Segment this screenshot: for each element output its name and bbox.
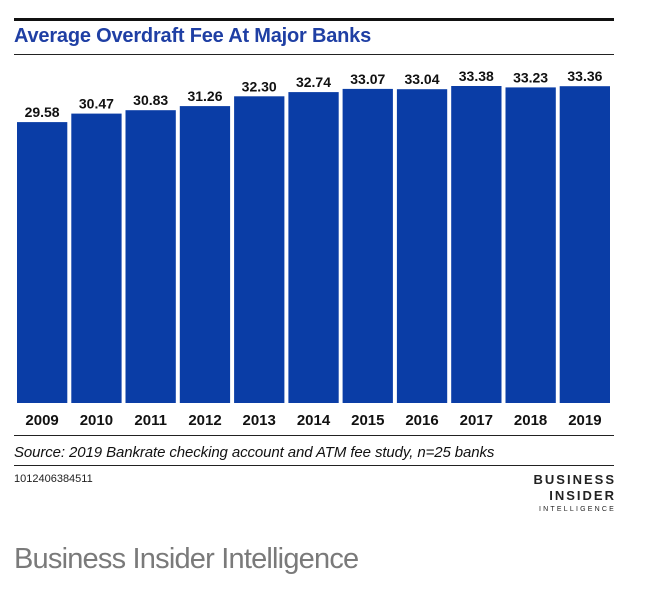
data-label-2010: 30.47 [79,96,114,112]
data-label-2011: 30.83 [133,92,168,108]
bar-2017 [451,86,502,403]
image-caption: Business Insider Intelligence [14,543,359,575]
bar-2009 [17,122,68,403]
chart-id: 1012406384511 [14,473,93,485]
title-rule [14,54,614,55]
business-insider-intelligence-logo: BUSINESS INSIDER INTELLIGENCE [534,472,616,515]
x-tick-2017: 2017 [460,412,493,429]
axis-bottom-rule [14,435,614,436]
data-label-2016: 33.04 [404,71,439,87]
bar-2011 [125,110,176,403]
data-label-2009: 29.58 [25,104,60,120]
bar-2010 [71,113,122,403]
logo-line-insider: INSIDER [549,488,616,503]
x-tick-2019: 2019 [568,412,601,429]
x-tick-2011: 2011 [134,412,167,429]
x-tick-2014: 2014 [297,412,331,429]
data-label-2014: 32.74 [296,74,331,90]
bar-2014 [288,92,339,403]
logo-line-intelligence: INTELLIGENCE [539,506,616,513]
x-tick-2016: 2016 [405,412,438,429]
bar-chart: 29.58 2009 30.47 2010 30.83 2011 31.26 2012 32.3… [17,68,610,429]
source-note: Source: 2019 Bankrate checking account a… [14,444,495,461]
x-tick-2015: 2015 [351,412,384,429]
chart-title: Average Overdraft Fee At Major Banks [14,25,371,47]
bar-2016 [396,89,448,403]
bar-2013 [234,96,285,404]
logo-line-business: BUSINESS [533,472,616,487]
source-rule [14,465,614,466]
data-label-2013: 32.30 [242,78,277,94]
x-tick-2009: 2009 [25,412,58,429]
x-tick-2018: 2018 [514,412,547,429]
data-label-2018: 33.23 [513,69,548,85]
top-rule [14,18,614,21]
x-tick-2012: 2012 [188,412,221,429]
bar-2018 [505,87,556,404]
bar-2015 [342,88,393,404]
x-tick-2013: 2013 [243,412,276,429]
data-label-2015: 33.07 [350,71,385,87]
bar-2012 [179,106,231,403]
data-label-2012: 31.26 [187,88,222,104]
data-label-2017: 33.38 [459,68,494,84]
bar-2019 [559,86,610,403]
x-tick-2010: 2010 [80,412,113,429]
data-label-2019: 33.36 [567,68,602,84]
